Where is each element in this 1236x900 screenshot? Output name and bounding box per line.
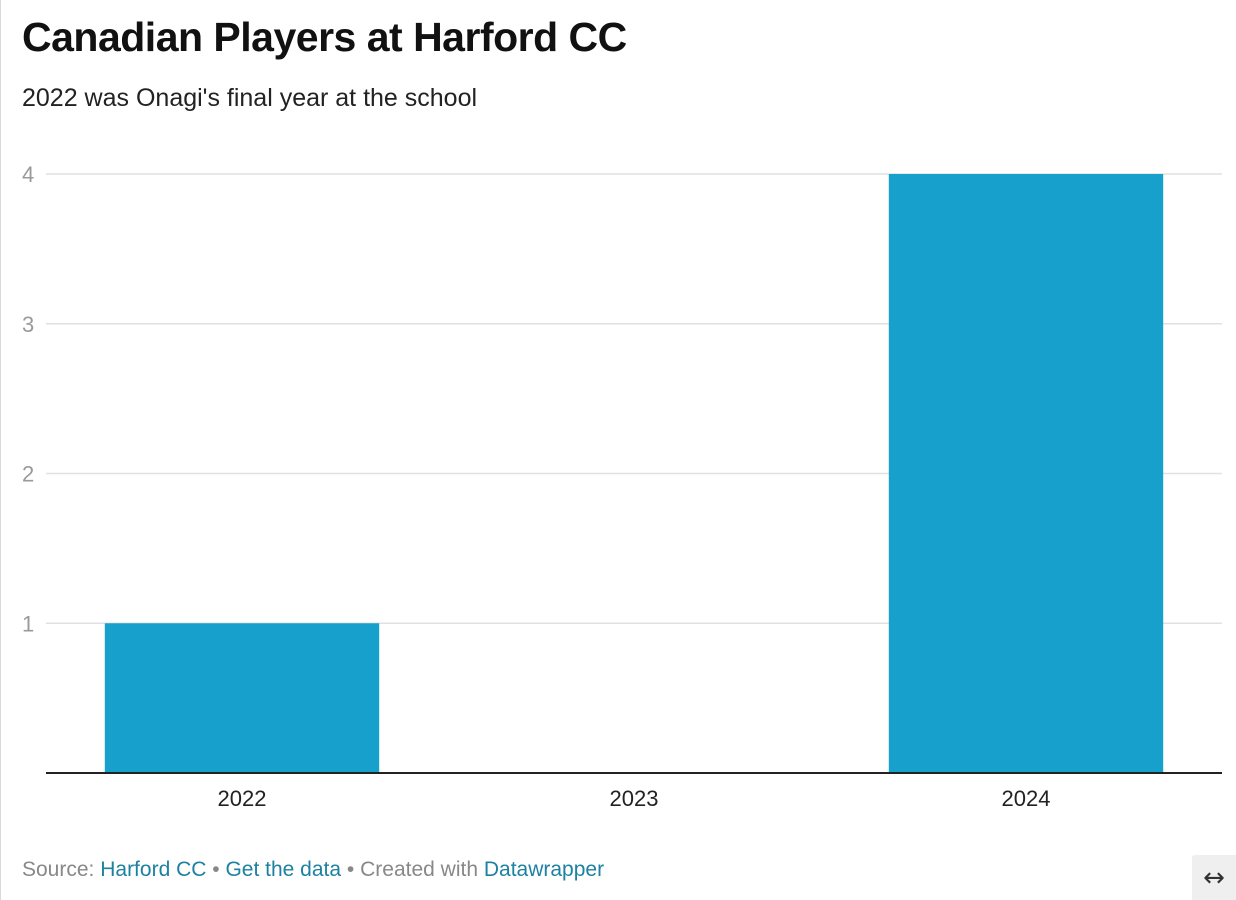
y-tick-label: 1 [22, 611, 34, 636]
footer-separator: • [212, 858, 220, 881]
x-tick-label: 2024 [1002, 786, 1051, 811]
bar-2024 [888, 174, 1164, 773]
datawrapper-link[interactable]: Datawrapper [483, 858, 605, 881]
created-with-label: Created with [360, 858, 478, 881]
y-tick-label: 3 [22, 312, 34, 337]
bars [104, 174, 1164, 773]
resize-arrows-icon[interactable]: ↔ [1192, 855, 1236, 900]
chart-title: Canadian Players at Harford CC [22, 14, 627, 60]
bar-chart: 1 2 3 4 2022 2023 2024 [22, 162, 1222, 811]
chart-footer: Source: Harford CC • Get the data • Crea… [22, 856, 604, 884]
bar-2022 [104, 623, 380, 773]
x-axis-tick-labels: 2022 2023 2024 [218, 786, 1051, 811]
source-label: Source: [22, 858, 95, 881]
source-link[interactable]: Harford CC [100, 858, 207, 881]
x-tick-label: 2023 [610, 786, 659, 811]
x-tick-label: 2022 [218, 786, 267, 811]
footer-separator: • [346, 858, 355, 881]
y-axis-tick-labels: 1 2 3 4 [22, 162, 34, 636]
y-tick-label: 4 [22, 162, 34, 187]
chart-subtitle: 2022 was Onagi's final year at the schoo… [22, 84, 478, 112]
get-the-data-link[interactable]: Get the data [225, 858, 342, 881]
y-tick-label: 2 [22, 462, 34, 487]
